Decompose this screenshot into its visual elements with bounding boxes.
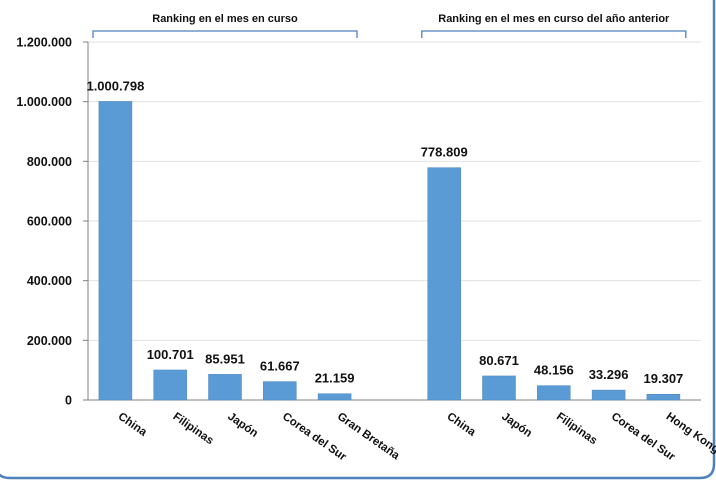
data-label: 778.809 [421,145,468,160]
x-category-label: Filipinas [554,411,599,448]
data-label: 1.000.798 [86,78,144,93]
axes [83,30,701,401]
data-label: 80.671 [479,353,519,368]
bar-2-2 [482,375,516,401]
bar-2-1 [427,167,461,401]
bar-1-2 [153,369,187,401]
bars [98,101,681,401]
y-tick-label: 200.000 [27,334,72,348]
x-category-label: Japón [225,411,260,440]
group-bracket [421,30,687,38]
x-category-label: China [444,411,478,439]
grid-lines [88,41,701,341]
x-category-label: Japón [499,411,534,440]
group-title: Ranking en el mes en curso [152,13,298,25]
group-bracket [92,30,358,38]
bar-2-5 [646,393,681,401]
y-tick-label: 1.200.000 [16,36,72,50]
x-category-label: Filipinas [170,411,215,448]
data-label: 100.701 [147,347,194,362]
data-label: 19.307 [644,371,684,386]
y-tick-label: 600.000 [27,215,72,229]
group-title: Ranking en el mes en curso del año anter… [438,13,670,25]
x-category-label: China [116,411,150,439]
bar-1-1 [98,101,133,401]
data-label: 21.159 [315,371,355,386]
data-label: 61.667 [260,359,300,374]
bar-1-5 [317,393,352,401]
bar-2-3 [537,385,571,401]
data-label: 33.296 [589,367,629,382]
data-label: 85.951 [205,351,245,366]
data-label: 48.156 [534,363,574,378]
y-tick-label: 0 [65,394,72,408]
y-tick-label: 1.000.000 [16,95,72,109]
bar-1-3 [208,374,242,401]
bar-2-4 [591,389,626,401]
bar-1-4 [263,381,297,401]
y-tick-label: 400.000 [27,274,72,288]
y-tick-label: 800.000 [27,155,72,169]
